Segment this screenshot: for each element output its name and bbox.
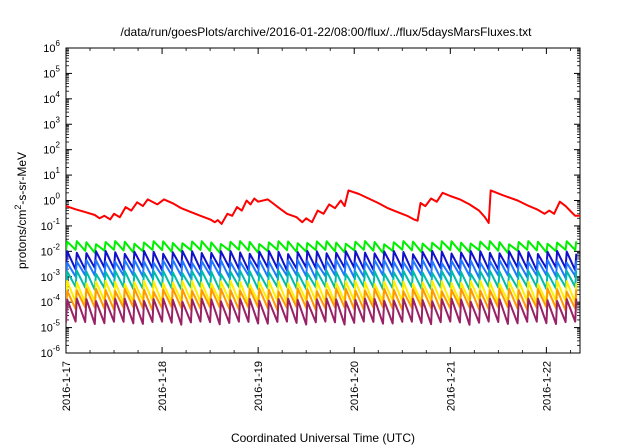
series-line-5: [66, 279, 578, 305]
y-tick-label: 101: [43, 166, 60, 182]
x-tick-label: 2016-1-20: [349, 361, 361, 411]
x-tick-label: 2016-1-19: [253, 361, 265, 411]
y-tick-label: 10-6: [41, 344, 61, 360]
x-tick-label: 2016-1-17: [61, 361, 73, 411]
series-line-7: [66, 297, 578, 326]
series-line-0: [66, 189, 580, 225]
y-tick-label: 10-4: [41, 293, 61, 309]
y-tick-label: 106: [43, 39, 60, 55]
y-tick-label: 103: [43, 115, 60, 131]
x-tick-label: 2016-1-22: [541, 361, 553, 411]
series-line-2: [66, 250, 578, 272]
y-axis-ticks: 10-6 10-5 10-4 10-3 10-2 10-1 100 101 102 103 104 1…: [41, 39, 580, 360]
y-axis-title-text: protons/cm2-s-sr-MeV: [13, 152, 29, 269]
series-line-1: [66, 240, 578, 254]
chart-title: /data/run/goesPlots/archive/2016-01-22/0…: [121, 25, 533, 39]
y-axis-title: protons/cm2-s-sr-MeV: [13, 152, 29, 269]
series-lines: [66, 189, 580, 326]
x-axis-title: Coordinated Universal Time (UTC): [231, 431, 415, 445]
x-tick-label: 2016-1-21: [445, 361, 457, 411]
y-tick-label: 10-1: [41, 217, 61, 233]
y-tick-label: 10-5: [41, 319, 61, 335]
x-axis-ticks: 2016-1-17 2016-1-18 2016-1-19 2016-1-20 2016…: [61, 48, 571, 411]
y-tick-label: 10-2: [41, 242, 61, 258]
x-tick-label: 2016-1-18: [157, 361, 169, 411]
y-tick-label: 100: [43, 192, 60, 208]
series-line-3: [66, 258, 578, 280]
y-tick-label: 102: [43, 141, 60, 157]
y-tick-label: 105: [43, 64, 60, 80]
y-tick-label: 10-3: [41, 268, 61, 284]
series-line-4: [66, 269, 578, 291]
series-line-6: [66, 287, 578, 312]
y-tick-label: 104: [43, 90, 60, 106]
